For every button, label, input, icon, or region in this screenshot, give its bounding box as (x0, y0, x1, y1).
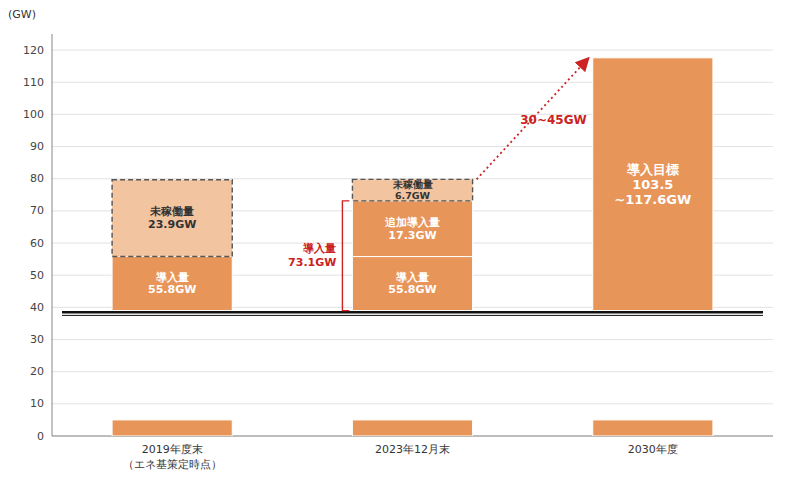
y-tick-label: 70 (30, 204, 44, 217)
text-line: 55.8GW (388, 283, 436, 296)
y-tick-label: 120 (23, 44, 44, 57)
y-tick-label: 60 (30, 237, 44, 250)
bar-segment (352, 201, 472, 257)
bar-segment (352, 257, 472, 311)
segment-label: 導入量55.8GW (388, 271, 436, 297)
segment-label: 追加導入量17.3GW (384, 216, 440, 242)
text-line: 導入量 (395, 271, 429, 284)
bracket-label: 導入量73.1GW (288, 242, 336, 269)
break-line (62, 311, 763, 314)
x-tick-label: 2030年度 (628, 443, 678, 456)
y-tick-label: 50 (30, 269, 44, 282)
text-line: 追加導入量 (384, 216, 440, 229)
segment-label: 導入量55.8GW (148, 271, 196, 297)
y-tick-label: 80 (30, 172, 44, 185)
text-line: 導入量 (302, 242, 336, 255)
y-tick-label: 10 (30, 397, 44, 410)
text-line: 73.1GW (288, 256, 336, 269)
bar-segment (112, 180, 232, 257)
arrow-label: 30~45GW (520, 113, 587, 127)
grid-line (52, 50, 773, 51)
text-line: ~117.6GW (614, 192, 691, 207)
grid (52, 50, 773, 436)
text-line: 導入量 (155, 271, 189, 284)
x-tick-label: 2023年12月末 (375, 443, 450, 456)
grid-line (52, 339, 773, 340)
text-line: 未稼働量 (149, 205, 194, 218)
text-line: 55.8GW (148, 283, 196, 296)
bar-segment (112, 257, 232, 311)
text-line: 17.3GW (388, 229, 436, 242)
grid-line (52, 371, 773, 372)
text-line: 未稼働量 (392, 179, 433, 190)
chart: 0102030405060708090100110120(GW)導入量55.8G… (0, 0, 789, 488)
grid-line (52, 403, 773, 404)
y-axis-line (52, 34, 53, 436)
y-axis-label: (GW) (8, 8, 36, 21)
bracket (342, 201, 349, 311)
text-line: 2019年度末 (142, 443, 203, 456)
arrow (477, 58, 589, 180)
text-line: （エネ基策定時点） (123, 458, 222, 471)
y-tick-label: 20 (30, 365, 44, 378)
text-line: 6.7GW (395, 190, 431, 201)
bars (112, 58, 713, 436)
segment-label: 導入目標103.5~117.6GW (614, 162, 691, 207)
bar-segment (352, 420, 472, 436)
bar-segment (112, 420, 232, 436)
text-line: 導入目標 (626, 162, 679, 177)
x-tick-label: 2019年度末 （エネ基策定時点） (123, 443, 222, 471)
y-tick-label: 90 (30, 140, 44, 153)
text-line: 103.5 (632, 177, 673, 192)
break-lines (62, 312, 763, 315)
text-line: 2023年12月末 (375, 443, 450, 456)
text-line: 2030年度 (628, 443, 678, 456)
segment-label: 未稼働量23.9GW (148, 205, 196, 231)
bar-segment (352, 179, 472, 201)
bar-segment (593, 58, 713, 311)
bar-segment (593, 420, 713, 436)
y-tick-label: 0 (37, 430, 44, 443)
break-line (62, 315, 763, 316)
y-tick-label: 110 (23, 76, 44, 89)
y-tick-label: 100 (23, 108, 44, 121)
text-line: 23.9GW (148, 218, 196, 231)
segment-label: 未稼働量6.7GW (392, 179, 433, 201)
y-tick-label: 30 (30, 333, 44, 346)
y-tick-label: 40 (30, 301, 44, 314)
